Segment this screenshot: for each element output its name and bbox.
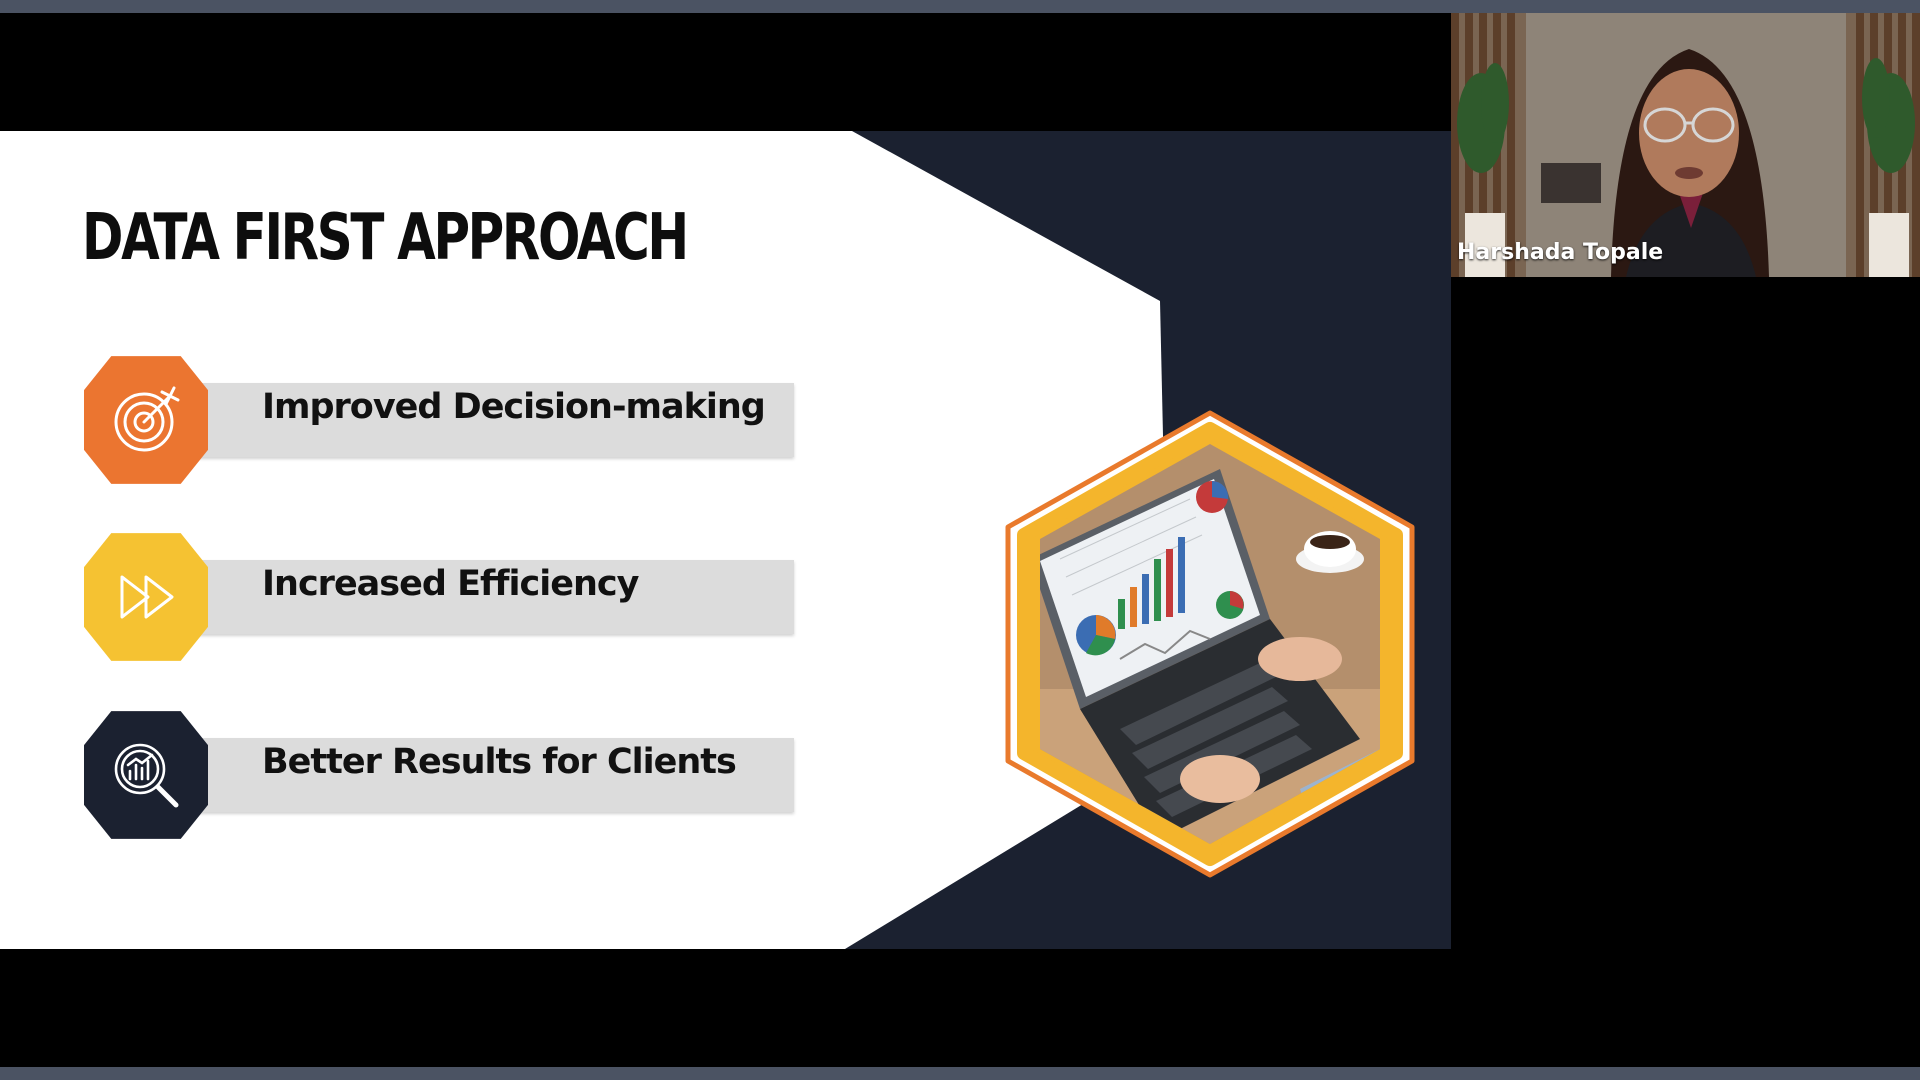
meeting-top-bar: [0, 0, 1920, 13]
orange-hexagon-badge: [84, 356, 208, 484]
navy-hexagon-badge: [84, 711, 208, 839]
point-label: Increased Efficiency: [262, 564, 639, 604]
slide-title: DATA FIRST APPROACH: [82, 201, 689, 275]
point-bar: [164, 560, 794, 634]
point-label: Improved Decision-making: [262, 387, 766, 427]
participant-video: [1451, 13, 1920, 277]
point-increased-efficiency: Increased Efficiency: [84, 529, 794, 665]
point-bar: [164, 383, 794, 457]
participant-name: Harshada Topale: [1457, 240, 1664, 265]
participant-video-tile[interactable]: Harshada Topale: [1451, 13, 1920, 277]
analytics-magnifier-icon: [114, 743, 179, 808]
point-bar: [164, 738, 794, 812]
meeting-bottom-bar: [0, 1067, 1920, 1080]
point-label: Better Results for Clients: [262, 742, 737, 782]
laptop-analytics-image: [1005, 410, 1415, 878]
target-icon: [114, 386, 180, 452]
fast-forward-icon: [120, 575, 174, 619]
point-improved-decision-making: Improved Decision-making: [84, 352, 794, 488]
point-better-results: Better Results for Clients: [84, 707, 794, 843]
shared-screen-slide: DATA FIRST APPROACH Improved Decision-ma…: [0, 131, 1451, 949]
yellow-hexagon-badge: [84, 533, 208, 661]
